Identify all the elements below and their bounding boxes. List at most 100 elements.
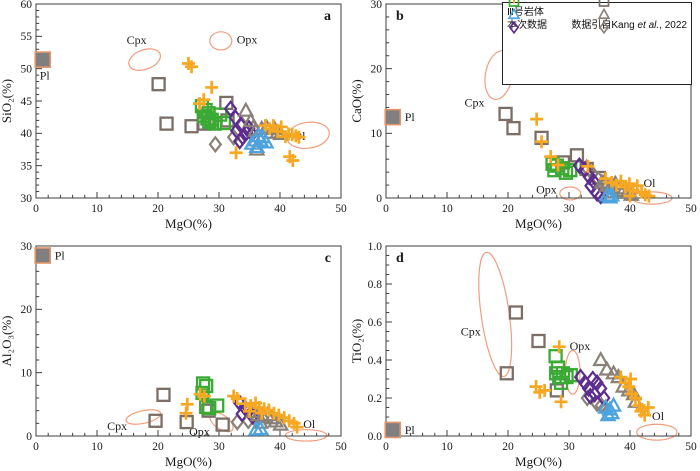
- intrusion_I-point: [581, 159, 595, 173]
- diamond-swatch-icon: [508, 20, 520, 34]
- intrusion_I-point: [544, 150, 558, 164]
- intrusion_I-point: [179, 406, 193, 420]
- peg_ol_pyroxenite-point: [216, 115, 232, 131]
- x-tick-label: 0: [33, 441, 39, 453]
- y-tick-label: 45: [21, 96, 33, 108]
- fine_ol_pyroxenite-point: [184, 119, 199, 134]
- pl-marker: [34, 247, 52, 264]
- legend-row: 伟晶状二辉橄榄岩伟晶状二辉橄榄岩: [507, 20, 687, 69]
- peg_ol_pyroxenite-point: [553, 375, 569, 390]
- peg_ol_pyroxenite-point: [210, 398, 225, 413]
- legend-marker-intrusion_I: [512, 0, 516, 4]
- peg_lherzolite_gray-point: [208, 135, 223, 154]
- legend-item-fine_lherzolite_gray: 中细粒二辉橄榄岩: [597, 7, 687, 92]
- series-fine_lherzolite_blue: [247, 419, 269, 436]
- intrusion_I-point: [192, 97, 206, 111]
- x-tick-label: 20: [502, 441, 514, 453]
- legend-row: 中细粒二辉橄榄岩中细粒二辉橄榄岩: [507, 7, 687, 56]
- plot-frame: [35, 3, 342, 199]
- series-intrusion_I: [530, 112, 656, 203]
- legend-item-fine_ol_pyroxenite: 中细粒橄榄辉石岩: [597, 0, 687, 78]
- legend-marker-peg_lherzolite_purple: [508, 20, 520, 34]
- legend-marker-fine_lherzolite_gray: [597, 7, 611, 19]
- legend-marker-peg_lherzolite_gray: [598, 20, 610, 34]
- series-intrusion_I: [182, 56, 306, 167]
- y-tick-label: 1.0: [368, 241, 383, 253]
- series-fine_lherzolite_blue: [597, 396, 623, 422]
- legend-marker-fine_ol_pyroxenite: [598, 0, 610, 7]
- peg_lherzolite_purple-point: [232, 132, 247, 150]
- diamond-swatch-icon: [598, 20, 610, 34]
- y-axis-label: Al₂O₃(%): [0, 316, 14, 367]
- mineral-ellipse-cpx: [128, 48, 162, 71]
- y-axis-label: CaO(%): [350, 79, 364, 122]
- x-axis-label: MgO(%): [515, 216, 562, 231]
- x-tick-label: 30: [213, 203, 225, 215]
- legend-subtitle-row: 本次数据 数据引自Kang et al., 2022: [507, 17, 687, 31]
- mineral-label-ol: Ol: [644, 176, 657, 190]
- legend-citation-year: , 2022: [659, 20, 687, 31]
- triangle-swatch-icon: [597, 7, 611, 19]
- plus-swatch-icon: [512, 0, 516, 4]
- peg_ol_pyroxenite-point: [195, 376, 211, 391]
- legend-title: Ⅲ号岩体: [507, 7, 544, 18]
- panel-letter: a: [324, 9, 331, 24]
- legend-item-peg_lherzolite_gray: 伟晶状二辉橄榄岩: [597, 20, 687, 105]
- legend-title-row: Ⅲ号岩体: [507, 4, 687, 18]
- x-tick-label: 30: [563, 441, 575, 453]
- fine_ol_pyroxenite-point: [159, 116, 174, 131]
- intrusion_I-point: [286, 153, 300, 167]
- intrusion_I-point: [229, 146, 243, 160]
- x-tick-label: 0: [383, 203, 389, 215]
- intrusion_I-point: [530, 112, 544, 126]
- intrusion_I-point: [552, 340, 566, 354]
- fine_lherzolite_blue-point: [252, 419, 269, 436]
- y-tick-label: 10: [21, 367, 33, 379]
- y-tick-label: 30: [21, 193, 33, 205]
- fine_lherzolite_blue-point: [599, 406, 617, 422]
- mineral-ellipse-ol: [636, 423, 678, 441]
- panel-d: Cpx Opx Ol 0 10 20 30 40 50 0.0 0.2 0.4 0.6 0.8 1.0 MgO…: [350, 240, 700, 471]
- fine_lherzolite_blue-point: [601, 188, 619, 204]
- x-tick-label: 40: [624, 203, 636, 215]
- panel-letter: d: [396, 251, 404, 266]
- legend-item-peg_lherzolite_purple: 伟晶状二辉橄榄岩: [507, 20, 597, 105]
- x-tick-label: 0: [383, 441, 389, 453]
- x-tick-label: 20: [152, 441, 164, 453]
- intrusion_I-point: [628, 391, 642, 405]
- plot-frame: [35, 245, 342, 437]
- series-intrusion_I: [179, 387, 304, 434]
- fine_lherzolite_blue-point: [248, 137, 266, 154]
- x-tick-label: 50: [335, 441, 347, 453]
- fine_ol_pyroxenite-point: [498, 106, 513, 122]
- mineral-label-ol: Ol: [303, 417, 316, 431]
- x-tick-label: 50: [335, 203, 347, 215]
- fine_lherzolite_gray-point: [592, 350, 610, 367]
- y-tick-label: 0: [376, 193, 382, 205]
- intrusion_I-point: [535, 135, 549, 149]
- y-tick-label: 0.0: [368, 431, 383, 443]
- intrusion_I-point: [230, 392, 244, 406]
- x-tick-label: 20: [502, 203, 514, 215]
- fine_lherzolite_blue-point: [257, 133, 275, 149]
- mineral-ellipse-opx: [559, 186, 582, 201]
- panel-c: Cpx Opx Ol 0 10 20 30 40 50 0 10 20 30 MgO(%) Al₂O₃(%)…: [0, 240, 350, 471]
- series-peg_ol_pyroxenite: [548, 349, 578, 390]
- panel-letter: c: [325, 251, 331, 266]
- x-axis-label: MgO(%): [515, 454, 562, 469]
- x-tick-label: 20: [152, 203, 164, 215]
- peg_lherzolite_purple-point: [583, 387, 598, 405]
- pl-marker: [34, 51, 52, 68]
- x-tick-label: 10: [441, 441, 453, 453]
- mineral-label-opx: Opx: [536, 183, 557, 197]
- intrusion_I-point: [554, 395, 568, 409]
- legend-item-fine_lherzolite_blue: 中细粒二辉橄榄岩: [507, 7, 597, 92]
- square-swatch-icon: [598, 0, 610, 7]
- intrusion_I-point: [634, 404, 648, 418]
- series-fine_lherzolite_blue: [243, 126, 275, 154]
- y-axis-label: TiO₂(%): [350, 319, 364, 364]
- peg_ol_pyroxenite-point: [555, 161, 570, 176]
